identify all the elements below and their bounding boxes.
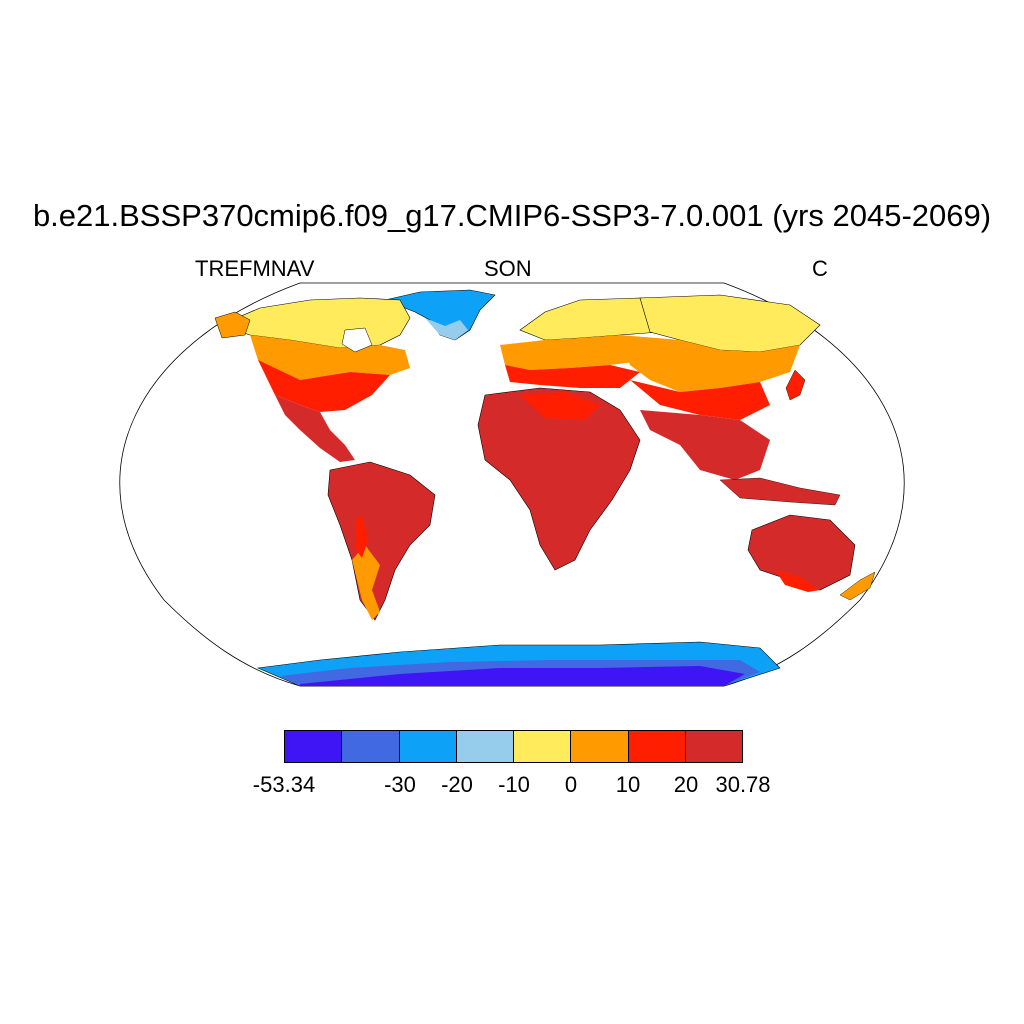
colorbar-label: 20 xyxy=(673,772,699,797)
variable-label: TREFMNAV xyxy=(195,256,315,281)
greenland-coast xyxy=(425,318,468,340)
south-america-region xyxy=(327,461,436,621)
north-america-south xyxy=(258,360,390,412)
central-america xyxy=(275,395,355,462)
colorbar-label: -10 xyxy=(498,772,530,797)
colorbar-box xyxy=(685,731,742,762)
colorbar-box xyxy=(342,731,400,762)
australia-region xyxy=(747,514,856,591)
greenland-region xyxy=(383,289,496,341)
south-america-south xyxy=(352,545,380,620)
north-america-mid xyxy=(250,335,410,380)
colorbar-box xyxy=(456,731,514,762)
colorbar-box xyxy=(514,731,572,762)
asia-mid xyxy=(620,335,800,392)
colorbar-label: -20 xyxy=(441,772,473,797)
japan-region xyxy=(785,369,806,401)
colorbar-box xyxy=(571,731,629,762)
color-legend xyxy=(284,730,743,763)
europe-mid xyxy=(500,335,660,370)
africa-region xyxy=(477,387,641,571)
colorbar-box xyxy=(285,731,343,762)
colorbar-box xyxy=(399,731,457,762)
colorbar-label: -53.34 xyxy=(252,772,316,797)
colorbar-box xyxy=(628,731,686,762)
plot-title: b.e21.BSSP370cmip6.f09_g17.CMIP6-SSP3-7.… xyxy=(32,198,992,233)
antarctica-inner xyxy=(300,666,745,686)
colorbar-label: 30.78 xyxy=(715,772,771,797)
australia-south-band xyxy=(775,570,820,592)
colorbar-label: 0 xyxy=(564,772,578,797)
africa-north-band xyxy=(520,392,600,420)
hudson-bay xyxy=(341,327,373,353)
asia-south xyxy=(640,410,770,480)
new-zealand-region xyxy=(839,571,876,601)
south-america-andes xyxy=(355,515,368,558)
indonesia-region xyxy=(719,477,841,506)
colorbar-label: 10 xyxy=(615,772,641,797)
europe-south xyxy=(505,365,640,388)
colorbar-label: -30 xyxy=(384,772,416,797)
alaska-region xyxy=(214,311,251,339)
units-label: C xyxy=(812,256,828,281)
season-label: SON xyxy=(484,256,532,281)
asia-south-band xyxy=(630,380,770,420)
